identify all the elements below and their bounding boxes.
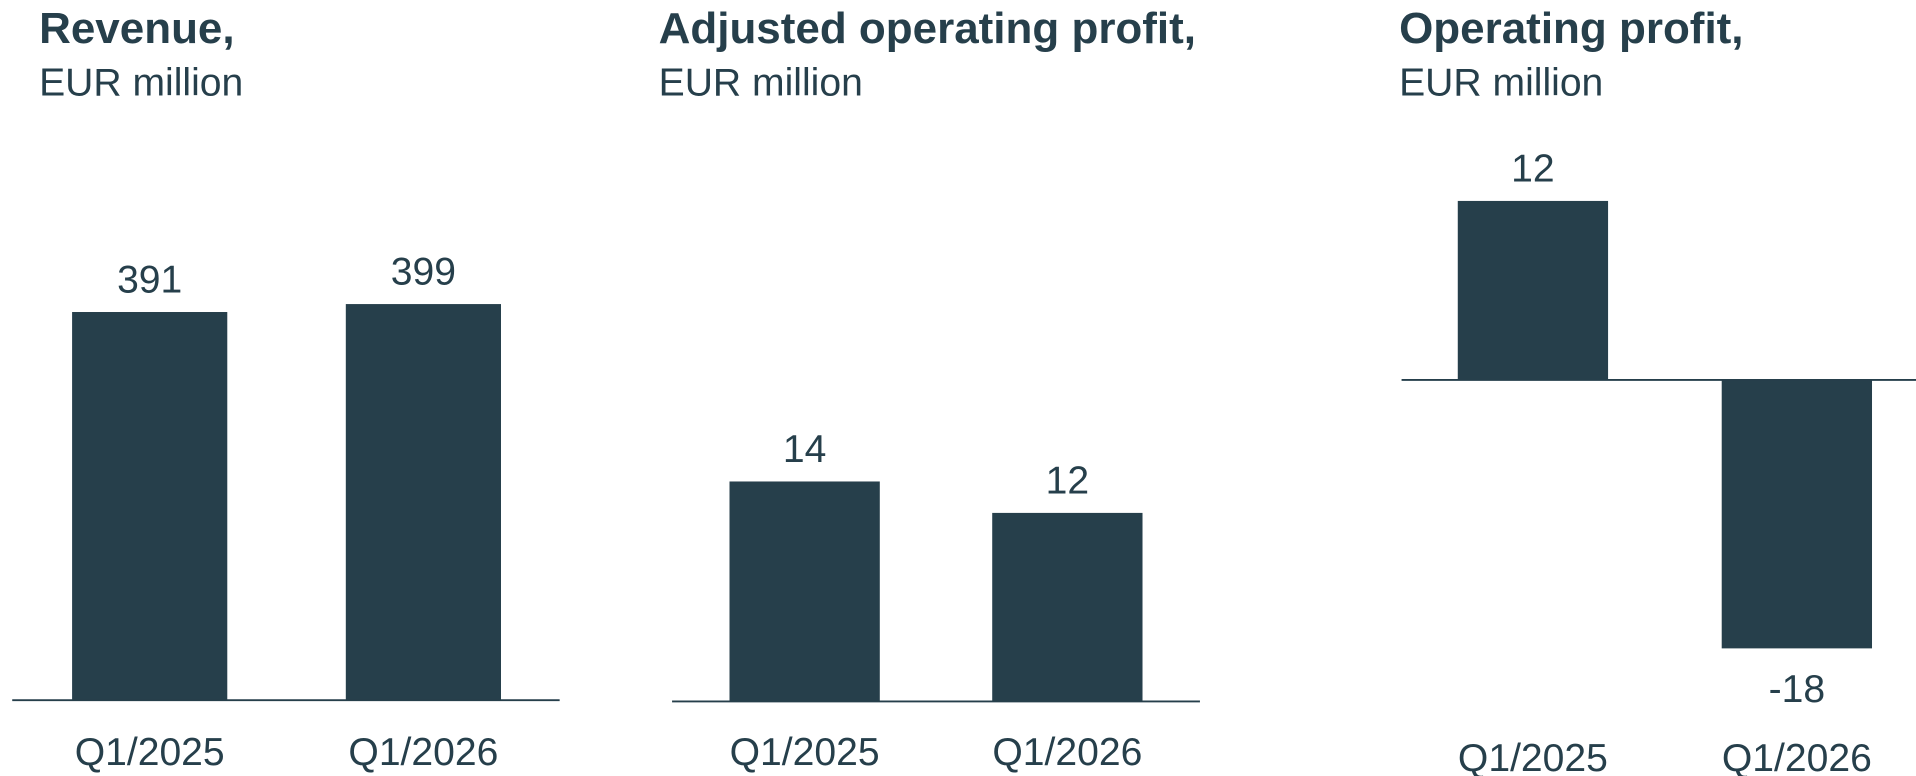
category-label: Q1/2026 — [992, 731, 1142, 774]
category-label: Q1/2026 — [348, 731, 498, 774]
category-label: Q1/2025 — [75, 731, 225, 774]
bar — [729, 481, 880, 702]
value-label: 399 — [391, 251, 456, 294]
category-label: Q1/2025 — [730, 731, 880, 774]
bar — [1457, 200, 1609, 380]
value-label: 14 — [783, 428, 826, 471]
chart-title: Adjusted operating profit, — [659, 4, 1196, 53]
bar — [345, 304, 501, 701]
value-label: -18 — [1769, 668, 1826, 711]
chart-title: Revenue, — [39, 4, 235, 53]
bar — [1721, 379, 1873, 649]
chart-subtitle: EUR million — [39, 61, 243, 104]
chart-subtitle: EUR million — [1399, 61, 1603, 104]
category-label: Q1/2025 — [1458, 737, 1608, 776]
chart-subtitle: EUR million — [659, 61, 863, 104]
chart-title: Operating profit, — [1399, 4, 1743, 53]
bar — [992, 512, 1143, 702]
category-label: Q1/2026 — [1722, 737, 1872, 776]
value-label: 391 — [117, 258, 182, 301]
bar — [72, 312, 228, 701]
value-label: 12 — [1046, 459, 1089, 502]
value-label: 12 — [1511, 147, 1554, 190]
